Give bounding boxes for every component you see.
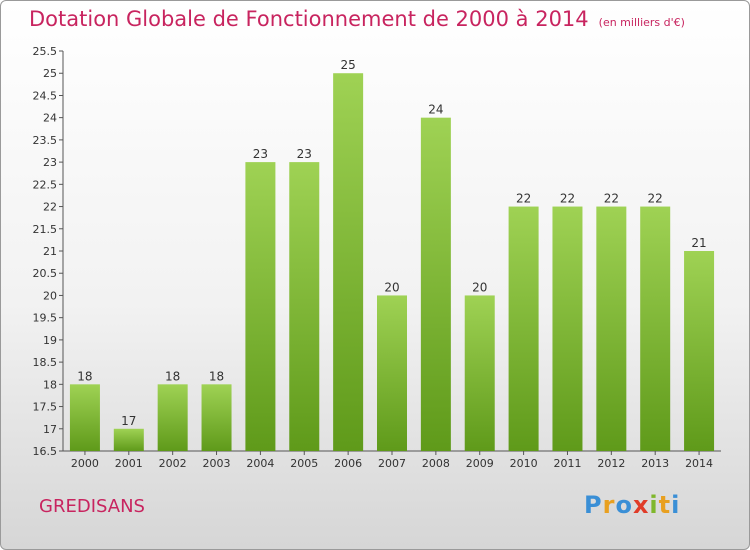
chart-title: Dotation Globale de Fonctionnement de 20… [29,7,685,31]
bar [552,206,583,451]
logo-letter: t [658,491,672,519]
y-tick-label: 25.5 [33,45,58,58]
bar [157,384,188,451]
bar [684,251,715,451]
y-tick-label: 24 [43,112,57,125]
y-tick-label: 18 [43,378,57,391]
bar-value-label: 23 [297,147,312,161]
y-tick-label: 25 [43,67,57,80]
bar [640,206,671,451]
y-tick-label: 21 [43,245,57,258]
y-tick-label: 19 [43,334,57,347]
x-tick-label: 2009 [466,457,494,470]
bar [69,384,100,451]
y-tick-label: 19.5 [33,312,58,325]
bar [464,295,495,451]
y-tick-label: 17.5 [33,401,58,414]
bar [245,162,276,451]
bar [333,73,364,451]
bar-value-label: 18 [209,369,224,383]
bar [201,384,232,451]
y-tick-label: 22 [43,201,57,214]
bar [508,206,539,451]
y-tick-label: 17 [43,423,57,436]
x-tick-label: 2005 [290,457,318,470]
x-tick-label: 2007 [378,457,406,470]
bar-value-label: 23 [253,147,268,161]
y-tick-label: 20.5 [33,267,58,280]
logo-letter: i [671,491,681,519]
bar-value-label: 20 [384,280,399,294]
x-tick-label: 2014 [685,457,713,470]
y-tick-label: 23 [43,156,57,169]
bar [289,162,320,451]
bar-value-label: 25 [340,58,355,72]
bar-value-label: 21 [691,236,706,250]
y-tick-label: 23.5 [33,134,58,147]
x-tick-label: 2012 [597,457,625,470]
x-tick-label: 2010 [510,457,538,470]
x-tick-label: 2008 [422,457,450,470]
chart-subtitle: (en milliers d'€) [598,16,685,29]
bar-value-label: 20 [472,280,487,294]
x-tick-label: 2000 [71,457,99,470]
y-tick-label: 16.5 [33,445,58,458]
y-tick-label: 20 [43,289,57,302]
y-tick-label: 22.5 [33,178,58,191]
logo-letter: i [649,491,659,519]
x-tick-label: 2011 [553,457,581,470]
bar-value-label: 18 [77,369,92,383]
bar-value-label: 17 [121,414,136,428]
bar [596,206,627,451]
bar [113,428,144,451]
x-tick-label: 2006 [334,457,362,470]
logo-letter: o [615,491,633,519]
proxiti-logo: Proxiti [584,491,680,519]
logo-letter: r [602,491,616,519]
bar [377,295,407,451]
y-tick-label: 18.5 [33,356,58,369]
y-tick-label: 24.5 [33,89,58,102]
x-tick-label: 2004 [246,457,274,470]
x-tick-label: 2002 [159,457,187,470]
commune-name: GREDISANS [39,496,145,517]
y-tick-label: 21.5 [33,223,58,236]
bar-value-label: 22 [648,192,663,206]
logo-letter: x [632,491,650,519]
logo-letter: P [584,491,603,519]
x-tick-label: 2001 [115,457,143,470]
x-tick-label: 2003 [203,457,231,470]
bar-value-label: 22 [604,192,619,206]
bar-value-label: 22 [560,192,575,206]
bar-value-label: 24 [428,103,443,117]
bar-value-label: 18 [165,369,180,383]
bar [420,117,451,452]
bar-value-label: 22 [516,192,531,206]
x-tick-label: 2013 [641,457,669,470]
